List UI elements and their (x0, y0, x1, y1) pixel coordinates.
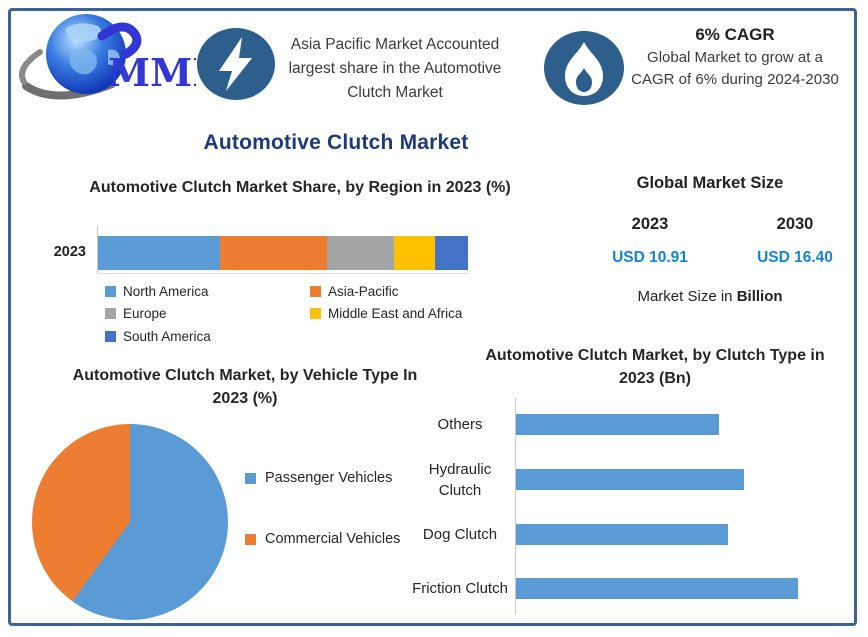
clutch-bar-row-dog: Dog Clutch (410, 512, 798, 557)
clutch-bar-row-friction: Friction Clutch (410, 566, 798, 611)
legend-label-south-america: South America (123, 329, 211, 344)
clutch-bar-hydraulic (516, 469, 745, 490)
page-title: Automotive Clutch Market (203, 131, 469, 154)
legend-swatch-asia-pacific (310, 286, 321, 297)
cagr-callout: 6% CAGR Global Market to grow at a CAGR … (615, 25, 855, 91)
pie-legend-item-commercial: Commercial Vehicles (245, 531, 400, 547)
bar-segment-north-america (98, 236, 221, 270)
clutch-bar-track-others (516, 414, 798, 435)
market-size-year-2030: 2030 (776, 215, 814, 233)
market-size-value-2030: USD 16.40 (757, 249, 833, 266)
clutch-bar-friction (516, 578, 798, 599)
region-stacked-bar (98, 236, 468, 270)
market-size-note-bold: Billion (736, 288, 783, 305)
clutch-category-hydraulic: Hydraulic Clutch (428, 460, 492, 499)
clutch-bar-row-hydraulic: Hydraulic Clutch (410, 457, 798, 502)
cagr-line-1: Global Market to grow at a (647, 49, 823, 66)
clutch-chart-axis (515, 398, 516, 615)
region-chart-category-label: 2023 (53, 244, 86, 260)
pie-legend-item-passenger: Passenger Vehicles (245, 470, 392, 486)
mmr-logo: MMR (14, 10, 224, 100)
legend-swatch-north-america (105, 286, 116, 297)
clutch-bar-dog (516, 524, 728, 545)
clutch-category-dog: Dog Clutch (422, 526, 498, 543)
highlight-badge (196, 27, 276, 101)
legend-item-north-america: North America (105, 284, 209, 299)
cagr-title: 6% CAGR (695, 25, 775, 44)
legend-swatch-europe (105, 308, 116, 319)
highlight-line-1: Asia Pacific Market Accounted (290, 36, 500, 53)
logo-text: MMR (108, 50, 196, 95)
legend-item-europe: Europe (105, 306, 167, 321)
pie-legend-swatch-commercial (245, 533, 256, 545)
market-size-year-2023: 2023 (631, 215, 669, 233)
clutch-category-others: Others (437, 416, 483, 433)
pie-legend-label-passenger: Passenger Vehicles (265, 470, 393, 486)
highlight-callout: Asia Pacific Market Accounted largest sh… (268, 33, 522, 105)
cagr-badge (543, 30, 625, 106)
lightning-icon (197, 28, 275, 100)
pie-legend-label-commercial: Commercial Vehicles (265, 531, 401, 547)
vehicle-type-pie (32, 424, 228, 620)
highlight-line-2: largest share in the Automotive (288, 60, 502, 77)
clutch-bar-row-others: Others (410, 402, 798, 447)
globe-icon: MMR (19, 14, 224, 100)
region-chart-baseline (97, 273, 469, 274)
clutch-bar-track-friction (516, 578, 798, 599)
highlight-line-3: Clutch Market (347, 84, 443, 101)
vehicle-type-chart-title: Automotive Clutch Market, by Vehicle Typ… (72, 367, 418, 407)
region-chart-title: Automotive Clutch Market Share, by Regio… (89, 179, 511, 196)
bar-segment-europe (327, 236, 394, 270)
bar-segment-middle-east-africa (393, 236, 435, 270)
legend-label-asia-pacific: Asia-Pacific (328, 284, 399, 299)
region-chart-axis (97, 226, 98, 274)
market-size-note-regular: Market Size in (637, 288, 733, 305)
legend-item-middle-east-africa: Middle East and Africa (310, 306, 462, 321)
legend-swatch-south-america (105, 331, 116, 342)
legend-label-europe: Europe (123, 306, 167, 321)
bar-segment-asia-pacific (220, 236, 328, 270)
clutch-bar-track-dog (516, 524, 798, 545)
clutch-category-friction: Friction Clutch (412, 580, 508, 597)
global-market-size-title: Global Market Size (636, 174, 784, 192)
cagr-line-2: CAGR of 6% during 2024-2030 (631, 71, 839, 88)
clutch-type-chart-title: Automotive Clutch Market, by Clutch Type… (485, 347, 825, 387)
legend-swatch-middle-east-africa (310, 308, 321, 319)
clutch-bar-track-hydraulic (516, 469, 798, 490)
legend-item-asia-pacific: Asia-Pacific (310, 284, 399, 299)
market-size-value-2023: USD 10.91 (612, 249, 688, 266)
legend-label-middle-east-africa: Middle East and Africa (328, 306, 463, 321)
legend-item-south-america: South America (105, 329, 211, 344)
bar-segment-south-america (434, 236, 468, 270)
pie-legend-swatch-passenger (245, 472, 256, 484)
market-size-note: Market Size in Billion (560, 288, 860, 305)
legend-label-north-america: North America (123, 284, 209, 299)
flame-icon (544, 31, 624, 105)
clutch-bar-others (516, 414, 720, 435)
